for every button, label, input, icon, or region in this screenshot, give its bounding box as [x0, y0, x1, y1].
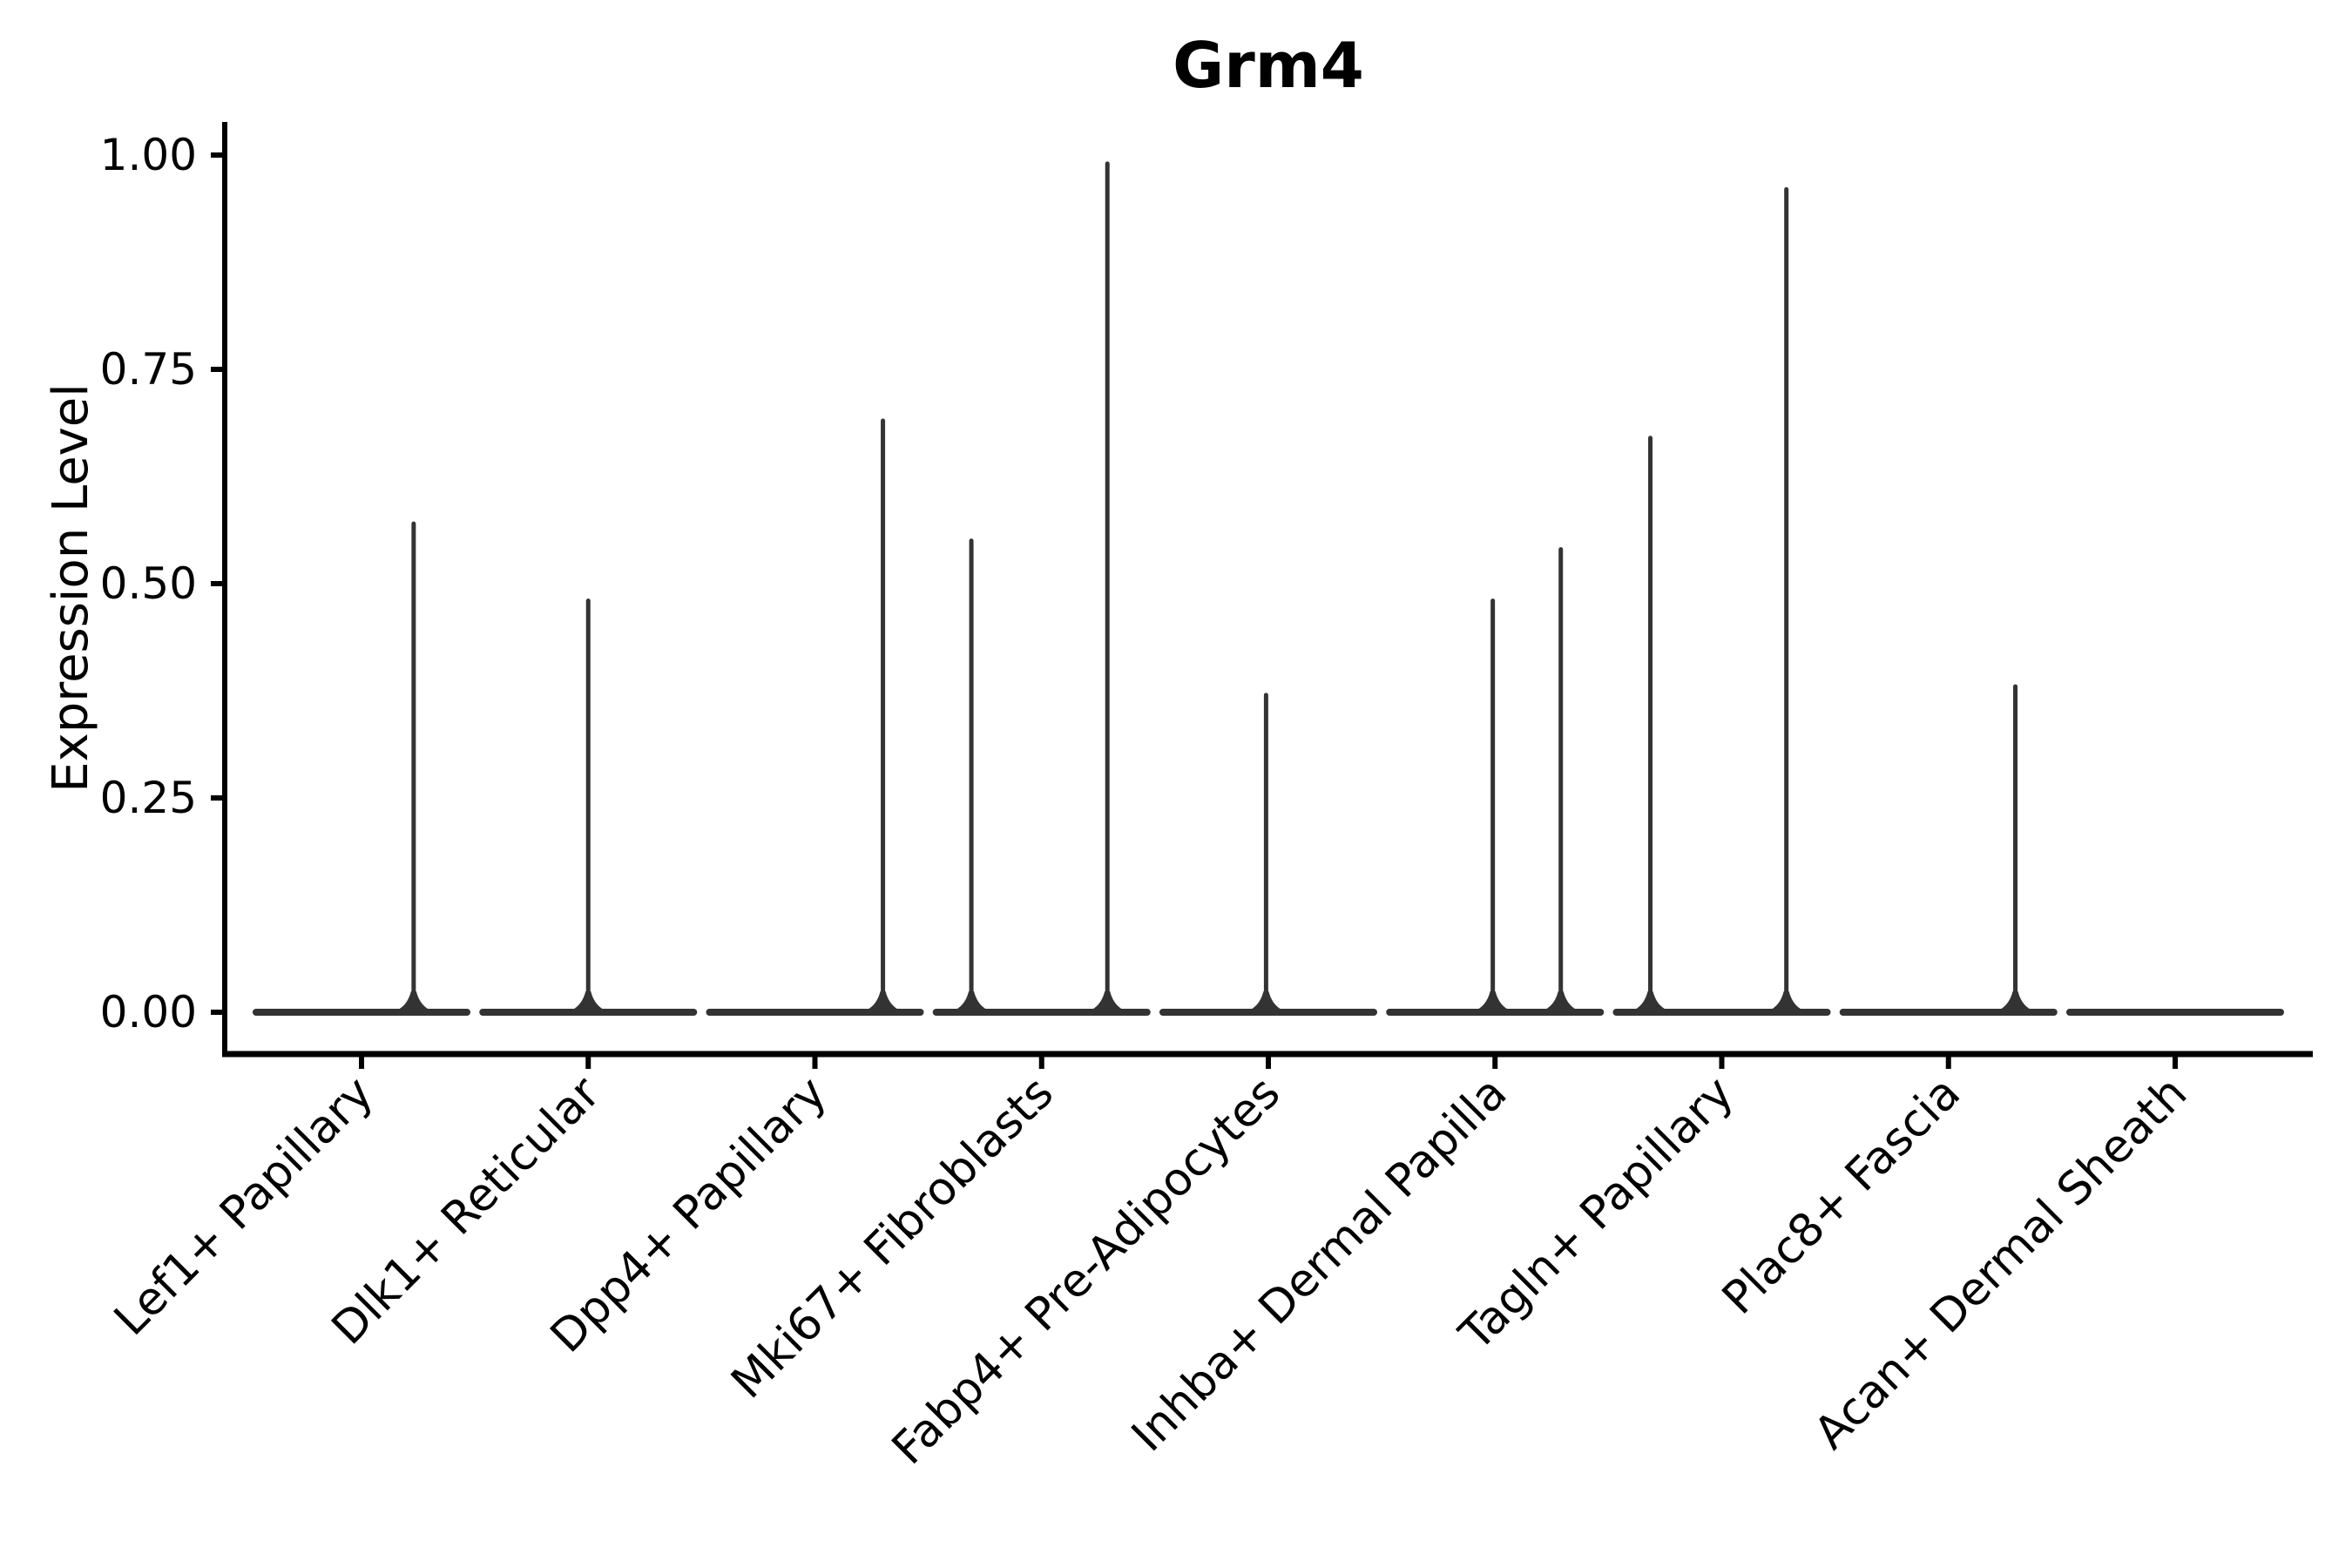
violin: [1612, 186, 1831, 1016]
x-tick-label: Plac8+ Fascia: [1713, 1067, 1970, 1325]
violin: [1159, 693, 1378, 1016]
y-axis-label: Expression Level: [43, 383, 99, 793]
violin: [1386, 547, 1605, 1016]
y-tick-label: 0.25: [100, 773, 197, 823]
y-axis: 1.00 0.75 0.50 0.25 0.00: [100, 130, 225, 1037]
violin: [479, 598, 698, 1016]
x-tick-label: Fabp4+ Pre-Adipocytes: [882, 1067, 1290, 1475]
violin: [252, 521, 471, 1016]
violins: [252, 161, 2285, 1016]
violin: [706, 418, 924, 1016]
plot-title: Grm4: [1173, 29, 1364, 102]
y-tick-label: 0.50: [100, 558, 197, 609]
x-tick-label: Acan+ Dermal Sheath: [1805, 1067, 2198, 1460]
y-tick-label: 0.00: [100, 987, 197, 1037]
y-tick-label: 0.75: [100, 344, 197, 395]
x-tick-label: Inhba+ Dermal Papilla: [1122, 1067, 1517, 1462]
y-tick-label: 1.00: [100, 130, 197, 180]
violin: [932, 161, 1151, 1016]
violin: [1839, 684, 2058, 1016]
